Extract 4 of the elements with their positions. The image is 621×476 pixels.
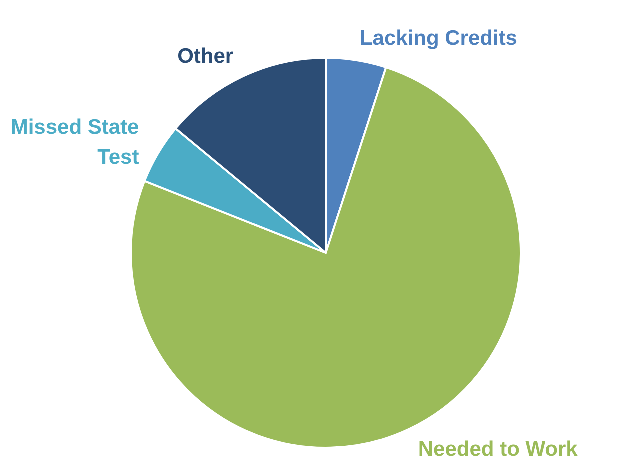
slice-label: Missed State Test [10, 116, 140, 170]
slice-label: Lacking Credits [360, 27, 518, 50]
slice-label: Needed to Work [418, 438, 578, 461]
slice-label: Other [178, 45, 234, 68]
